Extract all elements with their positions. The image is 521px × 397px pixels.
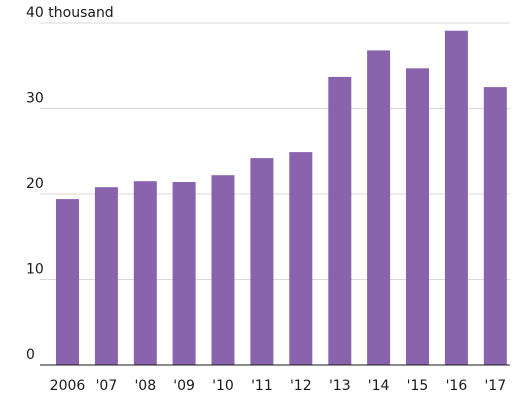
x-tick-label: '11 <box>251 378 273 394</box>
x-tick-label: '13 <box>329 378 351 394</box>
y-tick-label: 20 <box>26 176 44 192</box>
x-tick-label: '07 <box>96 378 118 394</box>
bar <box>406 68 429 365</box>
bar <box>250 158 273 365</box>
bar <box>328 77 351 365</box>
y-tick-label: 40 thousand <box>26 5 114 21</box>
bar <box>367 50 390 365</box>
bar <box>173 182 196 365</box>
x-tick-label: '16 <box>446 378 468 394</box>
bar <box>212 175 235 365</box>
y-tick-label: 30 <box>26 91 44 107</box>
x-axis-tick-labels: 2006 '07 '08 '09 '10 '11 '12 '13 '14 '15 '16 '17 <box>50 378 506 394</box>
y-tick-label: 10 <box>26 262 44 278</box>
x-tick-label: '08 <box>134 378 156 394</box>
x-tick-label: '15 <box>407 378 429 394</box>
bar <box>289 152 312 365</box>
x-tick-label: '17 <box>484 378 506 394</box>
bar <box>445 31 468 365</box>
bar <box>95 187 118 365</box>
bar <box>56 199 79 365</box>
bars <box>56 31 507 365</box>
x-tick-label: '14 <box>368 378 390 394</box>
y-tick-label: 0 <box>26 347 35 363</box>
x-tick-label: '12 <box>290 378 312 394</box>
bar <box>134 181 157 365</box>
x-tick-label: '09 <box>173 378 195 394</box>
bar <box>484 87 507 365</box>
x-tick-label: 2006 <box>50 378 86 394</box>
x-tick-label: '10 <box>212 378 234 394</box>
